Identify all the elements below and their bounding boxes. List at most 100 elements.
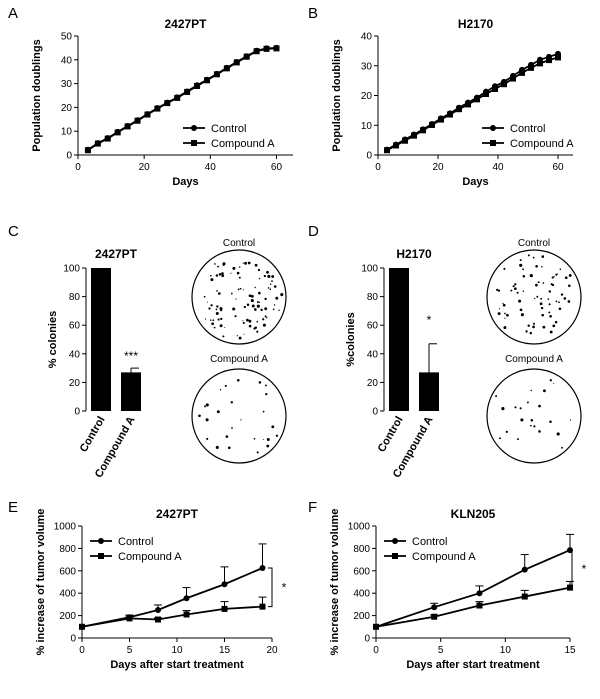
colony-dot [242,262,244,264]
panel-label-e: E [8,499,18,516]
colony-dot [224,384,227,387]
y-tick-label-40: 40 [361,32,373,43]
data-point-compound-a [273,45,280,52]
bar-compound-a [121,372,141,411]
colony-dot [205,318,207,320]
colony-dot [246,318,249,322]
y-axis-label: % colonies [47,311,59,368]
legend-label-compound-a: Compound A [510,138,574,150]
y-tick-label-400: 400 [59,589,76,600]
colony-dot [542,325,546,329]
x-axis-label: Days [462,176,488,188]
y-tick-label-400: 400 [353,589,370,600]
data-point-compound-a [223,65,230,72]
series-line-control [81,567,263,628]
dish-label-control: Control [223,238,255,249]
colony-dot [498,308,501,310]
colony-dot [231,293,233,295]
colony-dot [254,263,258,267]
colony-dot [222,335,225,338]
y-axis-label: %colonies [345,312,357,366]
bar-control [91,268,111,411]
colony-dot [526,401,529,404]
data-point-control [221,581,228,588]
data-point-compound-a [411,132,417,139]
colony-dot [519,407,522,410]
colony-dot [222,263,225,267]
colony-dot [262,410,265,413]
x-tick-label-5: 5 [127,645,133,656]
colony-dot [232,266,236,270]
colony-dishes-2427pt: Control Compound A [191,238,287,464]
y-tick-label-80: 80 [367,292,379,303]
colony-dot [254,326,258,329]
colony-dot [234,315,237,318]
legend-marker-compound-a [392,553,398,559]
data-point-control [521,566,528,573]
significance-label: * [427,313,432,327]
legend-marker-compound-a [490,140,496,146]
panel-label-a: A [8,5,18,22]
colony-dot [210,278,214,282]
data-point-compound-a [204,77,210,84]
colony-dots-compound-a [198,379,279,454]
colony-dot [549,420,552,423]
colony-dot [541,313,544,317]
x-tick-label-15: 15 [219,645,231,656]
colony-dot [522,268,524,271]
colony-dot [205,418,209,422]
y-tick-label-40: 40 [61,55,73,66]
dish-label-compound-a: Compound A [505,354,563,365]
colony-dot [221,274,225,278]
y-tick-label-200: 200 [59,611,76,622]
legend-marker-control [392,538,398,544]
data-point-compound-a [184,88,191,95]
colony-dot [520,418,524,422]
chart-title: H2170 [396,247,432,261]
data-point-compound-a [420,127,426,134]
dish-compound-a [486,368,582,464]
significance-label: * [282,580,287,594]
colony-dot [244,261,248,265]
colony-dot [216,290,218,292]
colony-dot [266,270,269,274]
colony-dot [227,446,231,450]
colony-dot [547,298,550,300]
colony-dot [256,451,259,454]
colony-dot [553,275,555,278]
colony-dots-control [203,261,284,340]
colony-dot [211,322,214,326]
colony-dot [568,273,572,277]
panel-label-c: C [8,223,19,240]
colony-dot [217,292,221,295]
colony-dot [217,318,220,321]
colony-dot [242,289,244,291]
data-point-compound-a [253,48,260,55]
data-point-control [476,590,483,597]
colony-dot [539,302,543,306]
data-point-compound-a [447,111,453,118]
colony-dot [512,285,515,288]
colony-dot [220,309,223,312]
legend: Control Compound A [384,536,476,563]
x-tick-label-0: 0 [375,162,381,173]
data-point-compound-a [501,81,507,88]
series-compound-a [384,54,561,154]
y-tick-label-20: 20 [61,103,73,114]
y-tick-label-600: 600 [353,566,370,577]
colony-dot [272,308,275,311]
legend-label-compound-a: Compound A [118,551,182,563]
data-point-compound-a [194,82,201,89]
chart-b-population-doublings-h2170: H2170 0 10 20 30 40 Population doublings 0 20 40 6… [331,17,574,188]
colony-dot [568,284,571,287]
series-control [373,533,574,630]
colony-dot [247,261,251,265]
colony-dot [522,290,525,292]
colony-dot [269,283,272,285]
x-tick-label-60: 60 [552,162,564,173]
colony-dot [217,265,220,268]
data-point-compound-a [438,116,444,123]
data-point-control [183,595,190,602]
